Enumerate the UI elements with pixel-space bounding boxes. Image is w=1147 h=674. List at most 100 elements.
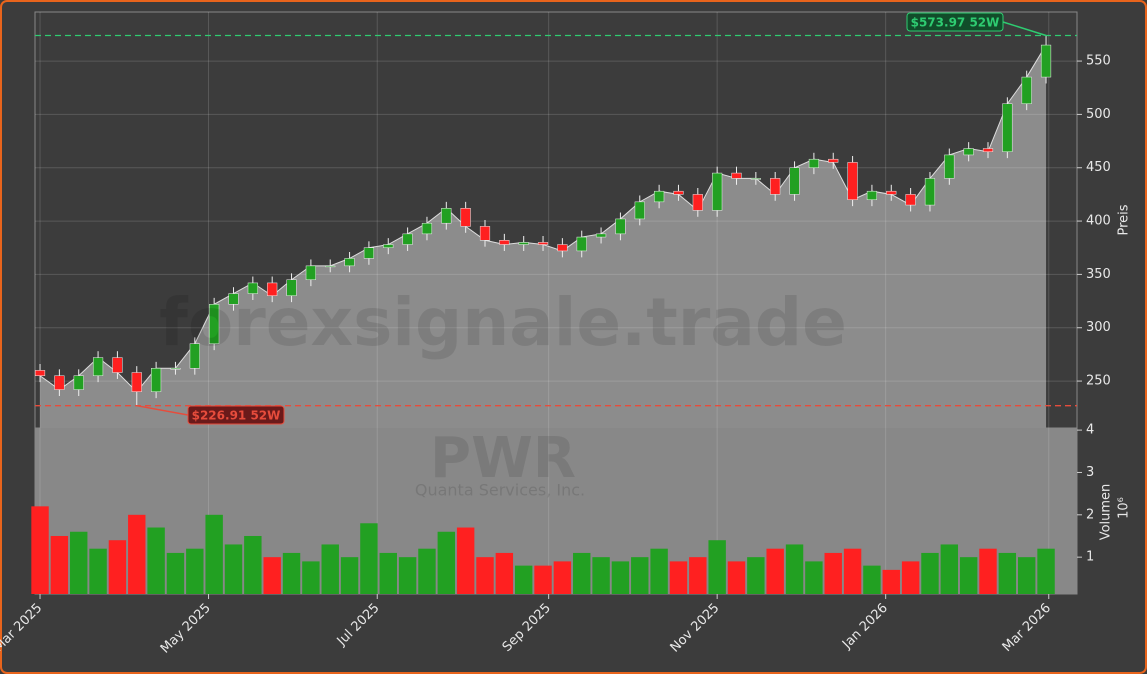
candle-body: [325, 265, 336, 268]
volume-bar: [998, 552, 1017, 594]
volume-bar: [108, 540, 127, 594]
candle-body: [557, 244, 568, 252]
candle-body: [905, 194, 916, 206]
volume-bar: [805, 561, 823, 594]
candle-body: [866, 190, 878, 200]
candle-body: [808, 158, 819, 168]
candle-body: [576, 236, 587, 252]
candle-body: [595, 233, 607, 238]
volume-bar: [282, 552, 301, 594]
candle-body: [750, 178, 761, 180]
y-tick-label: 550: [1086, 54, 1111, 69]
candle-body: [692, 194, 703, 211]
candle-body: [441, 208, 452, 224]
annotation-box: [906, 12, 1004, 32]
volume-bar: [437, 531, 456, 594]
candle-body: [1021, 76, 1032, 104]
volume-bar: [650, 548, 668, 594]
volume-bar: [979, 548, 997, 594]
volume-bar: [863, 565, 881, 594]
candle-body: [34, 370, 46, 376]
candle-body: [112, 357, 123, 373]
volume-bar: [360, 523, 378, 594]
y-tick-label: 450: [1086, 160, 1111, 175]
candle-body: [151, 368, 162, 392]
volume-bar: [708, 540, 726, 594]
volume-bar: [573, 552, 591, 594]
volume-bar: [128, 514, 146, 594]
volume-bar: [302, 561, 320, 594]
y-tick-label: 2: [1086, 507, 1094, 522]
candle-body: [654, 190, 665, 203]
volume-bar: [495, 552, 514, 594]
volume-bar: [70, 531, 88, 594]
candle-body: [131, 372, 142, 392]
y-tick-label: 1: [1086, 550, 1094, 565]
volume-bar: [689, 557, 707, 594]
volume-bar: [1037, 548, 1055, 594]
candle-body: [712, 172, 723, 211]
volume-bar: [166, 552, 185, 594]
candle-body: [402, 233, 413, 245]
y-tick-label: 3: [1086, 465, 1094, 480]
y-tick-label: 400: [1086, 214, 1111, 229]
volume-bar: [766, 548, 784, 594]
candle-body: [537, 242, 549, 245]
candle-body: [54, 375, 65, 390]
annotation-label: $573.97 52W: [911, 16, 1000, 30]
candle-body: [615, 218, 626, 235]
volume-bar: [901, 561, 920, 594]
watermark-ticker: PWR: [430, 426, 576, 491]
volume-bar: [611, 561, 630, 594]
y-tick-label: 300: [1086, 320, 1111, 335]
volume-bar: [882, 569, 900, 594]
volume-bar: [959, 557, 978, 594]
candle-body: [518, 242, 529, 245]
candle-body: [170, 368, 181, 370]
candle-body: [634, 201, 645, 220]
candle-body: [421, 222, 433, 235]
candle-body: [363, 247, 375, 259]
annotation-label: $226.91 52W: [192, 409, 281, 423]
candle-body: [886, 190, 897, 195]
watermark-company: Quanta Services, Inc.: [415, 481, 585, 500]
candle-body: [828, 158, 839, 163]
volume-bar: [824, 552, 842, 594]
candle-body: [344, 258, 355, 267]
volume-bar: [321, 544, 339, 594]
volume-bar: [205, 514, 223, 594]
candle-body: [499, 240, 510, 245]
volume-bar: [921, 552, 939, 594]
y-tick-label: 350: [1086, 267, 1111, 282]
candle-body: [383, 244, 394, 248]
y-axis-label: Preis: [1117, 204, 1132, 235]
candle-body: [92, 357, 104, 376]
candle-body: [789, 167, 800, 195]
volume-bar: [340, 557, 359, 594]
volume-bar: [843, 548, 862, 594]
y-tick-label: 250: [1086, 374, 1111, 389]
watermark: forexsignale.trade: [159, 284, 847, 361]
candle-body: [479, 226, 491, 241]
volume-bar: [785, 544, 804, 594]
candle-body: [189, 343, 200, 369]
volume-bar: [244, 535, 262, 594]
candle-body: [228, 293, 239, 305]
volume-bar: [553, 561, 572, 594]
volume-bar: [476, 557, 494, 594]
candle-body: [673, 190, 684, 195]
volume-bar: [186, 548, 204, 594]
candle-body: [847, 162, 858, 200]
candle-body: [460, 208, 471, 227]
candle-body: [924, 178, 936, 206]
volume-offset: 10⁶: [1117, 497, 1132, 519]
volume-bar: [534, 565, 552, 594]
volume-bar: [727, 561, 746, 594]
volume-bar: [514, 565, 533, 594]
volume-bar: [1017, 557, 1036, 594]
candle-body: [963, 148, 974, 156]
candle-body: [267, 282, 278, 296]
volume-bar: [89, 548, 107, 594]
